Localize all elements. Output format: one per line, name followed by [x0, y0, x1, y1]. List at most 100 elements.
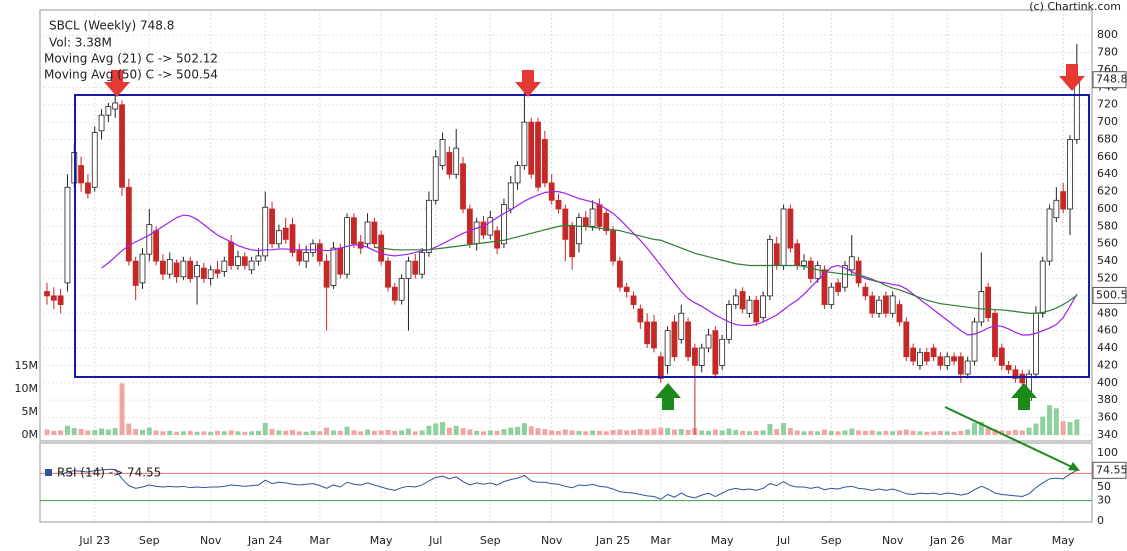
volume-bar — [712, 429, 718, 435]
volume-bar — [644, 429, 650, 435]
volume-bar — [337, 430, 343, 435]
volume-bar — [726, 428, 732, 435]
volume-bar — [890, 431, 896, 435]
volume-bar — [365, 429, 371, 435]
x-tick-label: Nov — [882, 534, 904, 547]
volume-bar — [221, 431, 227, 435]
volume-bar — [1060, 421, 1066, 435]
candle-body — [419, 252, 426, 275]
volume-bar — [440, 422, 446, 435]
candle-body — [153, 230, 160, 262]
volume-bar — [794, 430, 800, 435]
candle-body — [1019, 373, 1026, 384]
candle-body — [514, 165, 521, 184]
candle-body — [842, 265, 848, 288]
volume-bar — [467, 429, 473, 435]
candle-body — [992, 312, 998, 358]
volume-bar — [631, 429, 637, 435]
y-tick-label: 540 — [1097, 254, 1118, 267]
candle-body — [460, 163, 466, 210]
candle-body — [535, 121, 541, 188]
candle-body — [855, 260, 862, 284]
candle-body — [862, 286, 869, 297]
y-tick-label: 460 — [1097, 324, 1118, 337]
volume-bar — [51, 430, 57, 435]
candle-body — [848, 256, 855, 271]
candle-body — [64, 186, 71, 284]
candle-body — [1073, 79, 1080, 140]
candle-body — [207, 269, 214, 279]
volume-bar — [549, 430, 555, 435]
candle-body — [1053, 199, 1060, 219]
candle-body — [1039, 260, 1046, 314]
candle-body — [364, 221, 371, 245]
candle-body — [630, 295, 637, 305]
candle-body — [794, 243, 801, 266]
y-tick-label: 800 — [1097, 28, 1118, 41]
candle-body — [930, 347, 937, 358]
volume-bar — [1012, 429, 1018, 435]
volume-bar — [678, 429, 684, 435]
candle-body — [91, 132, 98, 188]
candle-body — [616, 260, 623, 288]
volume-bar — [958, 430, 964, 435]
volume-bar — [255, 430, 261, 435]
rsi-tick-label: 0 — [1097, 514, 1104, 527]
volume-bar — [815, 431, 821, 435]
down-arrow — [104, 70, 130, 97]
candle-body — [998, 347, 1005, 366]
candle-body — [289, 224, 296, 253]
x-tick-label: May — [711, 534, 734, 547]
candle-body — [214, 269, 221, 274]
y-tick-label: 640 — [1097, 167, 1118, 180]
volume-bar — [146, 427, 152, 435]
volume-bar — [487, 430, 493, 435]
candle-body — [541, 139, 548, 184]
candle-body — [951, 356, 957, 362]
candle-body — [610, 230, 616, 262]
volume-bar — [535, 428, 541, 435]
candle-body — [350, 217, 357, 245]
volume-bar — [1067, 422, 1073, 435]
volume-bar — [849, 428, 855, 435]
candle-body — [50, 295, 57, 301]
candle-body — [719, 338, 726, 366]
down-arrow — [1059, 64, 1085, 91]
volume-tick-label: 0M — [22, 428, 39, 441]
x-tick-label: Jan 26 — [929, 534, 964, 547]
volume-bar — [624, 430, 630, 435]
candle-body — [248, 260, 255, 271]
volume-bar — [392, 430, 398, 435]
candle-body — [112, 102, 119, 110]
volume-bar — [917, 431, 923, 435]
rsi-title: RSI (14) -> 74.55 — [57, 466, 161, 480]
volume-bar — [733, 429, 739, 435]
volume-bar — [249, 431, 255, 435]
x-tick-label: Sep — [480, 534, 501, 547]
volume-bar — [699, 430, 705, 435]
volume-bar — [610, 429, 616, 435]
volume-bar — [64, 425, 70, 435]
candle-body — [241, 256, 248, 266]
candle-body — [603, 212, 610, 232]
candle-body — [1046, 208, 1053, 262]
marks — [44, 43, 1080, 500]
volume-bar — [665, 428, 671, 435]
copyright: (c) Chartink.com — [1029, 0, 1121, 13]
volume-bar — [133, 429, 139, 435]
candle-body — [139, 253, 146, 284]
volume-bar — [378, 430, 384, 435]
volume-bar — [746, 431, 752, 435]
volume-bar — [119, 383, 125, 435]
candle-body — [521, 121, 528, 166]
candle-body — [801, 260, 807, 266]
volume-bar — [508, 427, 514, 435]
candle-body — [303, 252, 310, 262]
volume-bar — [112, 428, 118, 435]
x-tick-label: Jul — [428, 534, 442, 547]
x-tick-label: Nov — [200, 534, 222, 547]
volume-bar — [542, 429, 548, 435]
x-tick-label: Jan 24 — [247, 534, 282, 547]
candle-body — [685, 321, 691, 358]
